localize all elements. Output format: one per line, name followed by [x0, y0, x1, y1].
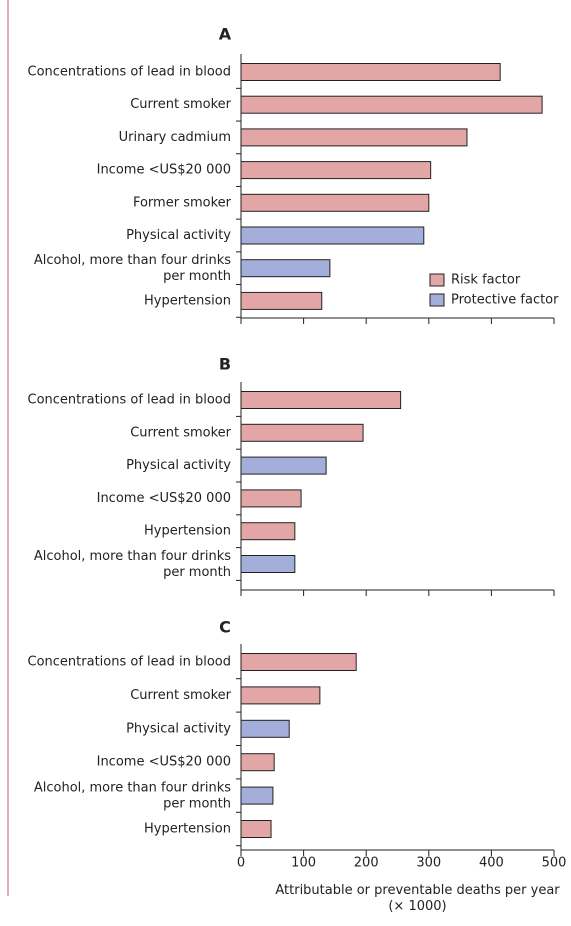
bar	[240, 786, 274, 805]
x-tick-label: 300	[416, 856, 441, 871]
category-label: Physical activity	[126, 458, 231, 473]
bar	[240, 753, 275, 772]
x-tick-label: 0	[237, 856, 245, 871]
bar	[240, 686, 321, 705]
category-label: Concentrations of lead in blood	[28, 393, 232, 408]
bar	[240, 522, 296, 541]
legend-swatch	[429, 273, 445, 287]
category-label: Hypertension	[144, 293, 231, 308]
category-label: Urinary cadmium	[119, 130, 231, 145]
legend-swatch	[429, 293, 445, 307]
panel-title: B	[219, 355, 231, 374]
bar	[240, 193, 430, 212]
bar	[240, 555, 296, 573]
category-label: Alcohol, more than four drinks per month	[34, 549, 231, 580]
bar	[240, 161, 432, 180]
category-label: Current smoker	[130, 425, 231, 440]
x-axis-label: Attributable or preventable deaths per y…	[275, 883, 560, 914]
category-label: Current smoker	[130, 688, 231, 703]
x-tick-label: 100	[291, 856, 316, 871]
bar	[240, 63, 501, 81]
category-label: Income <US$20 000	[97, 491, 231, 506]
category-label: Physical activity	[126, 228, 231, 243]
category-label: Income <US$20 000	[97, 755, 231, 770]
bar	[240, 291, 323, 310]
category-label: Concentrations of lead in blood	[28, 655, 232, 670]
bar	[240, 820, 272, 838]
category-label: Physical activity	[126, 721, 231, 736]
bar	[240, 259, 331, 278]
bar	[240, 423, 364, 442]
legend-label: Risk factor	[451, 273, 521, 288]
category-label: Alcohol, more than four drinks per month	[34, 780, 231, 811]
bar	[240, 456, 327, 475]
x-tick-label: 200	[354, 856, 379, 871]
bar	[240, 226, 425, 245]
bar	[240, 653, 357, 671]
x-tick-label: 400	[479, 856, 504, 871]
bar	[240, 489, 302, 508]
category-label: Hypertension	[144, 822, 231, 837]
x-tick-label: 500	[542, 856, 567, 871]
bar	[240, 128, 468, 147]
category-label: Concentrations of lead in blood	[28, 65, 232, 80]
category-label: Current smoker	[130, 97, 231, 112]
category-label: Former smoker	[133, 195, 232, 210]
legend-label: Protective factor	[451, 293, 559, 308]
category-label: Hypertension	[144, 524, 231, 539]
bar	[240, 95, 543, 114]
category-label: Alcohol, more than four drinks per month	[34, 253, 231, 284]
bar	[240, 719, 290, 738]
panel-title: C	[219, 618, 231, 637]
category-label: Income <US$20 000	[97, 163, 231, 178]
bar	[240, 391, 402, 409]
panel-title: A	[219, 25, 232, 44]
